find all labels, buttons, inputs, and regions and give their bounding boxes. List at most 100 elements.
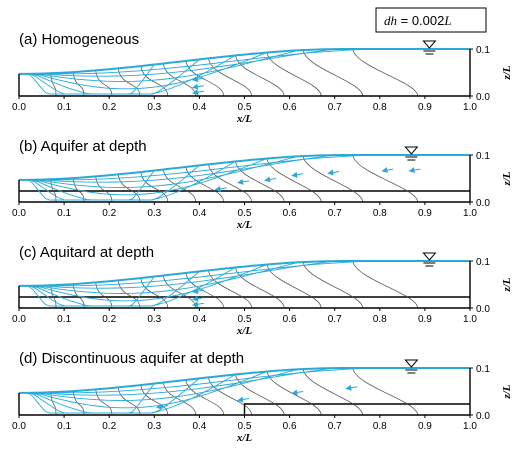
equipotential-line	[208, 377, 253, 416]
equipotential-line	[185, 272, 225, 309]
z-axis: 0.0 0.1 z/L	[470, 364, 513, 422]
x-tick-label: 0.0	[12, 208, 26, 219]
x-tick-label: 0.1	[57, 208, 71, 219]
flow-arrow	[192, 288, 204, 295]
equipotential-line	[50, 285, 57, 309]
x-axis-label: x/L	[236, 432, 253, 444]
equipotential-line	[50, 392, 57, 416]
water-table	[19, 367, 470, 394]
x-tick-label: 0.4	[192, 314, 206, 325]
water-table-symbol	[404, 146, 419, 161]
panel-title: (b) Aquifer at depth	[19, 138, 147, 155]
x-tick-label: 0.5	[238, 208, 252, 219]
equipotential-line	[117, 387, 141, 416]
z-axis-label: z/L	[501, 384, 513, 399]
flow-arrow	[408, 167, 421, 174]
equipotential-line	[95, 176, 113, 203]
flow-line	[23, 48, 335, 77]
flow-arrow	[381, 167, 394, 174]
x-tick-label: 0.1	[57, 102, 71, 113]
x-tick-label: 0.8	[373, 314, 387, 325]
x-tick-label: 0.9	[418, 208, 432, 219]
equipotential-line	[95, 70, 113, 97]
z-tick-label: 0.1	[476, 364, 490, 375]
flow-line	[23, 155, 299, 188]
x-tick-label: 0.5	[238, 421, 252, 432]
equipotential-line	[185, 379, 225, 416]
z-axis-label: z/L	[501, 171, 513, 186]
equipotential-line	[352, 154, 419, 203]
x-tick-label: 0.0	[12, 314, 26, 325]
flow-lines	[23, 154, 371, 201]
x-tick-label: 0.1	[57, 314, 71, 325]
equipotential-line	[352, 260, 419, 309]
x-axis: 0.0 0.1 0.2 0.3 0.4 0.5 0.6 0.7 0.8 0.9 1.0 x/L	[12, 415, 477, 444]
equipotential-line	[117, 280, 141, 309]
flow-arrow	[192, 76, 204, 83]
flow-arrow	[345, 384, 358, 391]
equipotential-line	[50, 179, 57, 203]
equipotential-line	[117, 68, 141, 97]
x-tick-label: 1.0	[463, 208, 477, 219]
flow-line	[23, 154, 371, 181]
water-table	[19, 48, 470, 75]
flow-line	[23, 383, 155, 414]
z-axis-label: z/L	[501, 65, 513, 80]
z-tick-label: 0.0	[476, 411, 490, 422]
flow-line	[23, 276, 155, 307]
dh-unit: L	[443, 13, 451, 28]
z-axis: 0.0 0.1 z/L	[470, 151, 513, 209]
equipotential-line	[302, 368, 364, 416]
x-axis: 0.0 0.1 0.2 0.3 0.4 0.5 0.6 0.7 0.8 0.9 1.0 x/L	[12, 308, 477, 337]
x-axis: 0.0 0.1 0.2 0.3 0.4 0.5 0.6 0.7 0.8 0.9 1.0 x/L	[12, 96, 477, 125]
equipotential-line	[162, 382, 197, 416]
equipotential-line	[352, 48, 419, 97]
x-tick-label: 0.9	[418, 421, 432, 432]
equipotential-line	[302, 261, 364, 309]
flow-arrows	[214, 167, 421, 192]
x-tick-label: 0.6	[283, 314, 297, 325]
x-axis-label: x/L	[236, 219, 253, 231]
equipotential-line	[302, 155, 364, 203]
x-tick-label: 0.5	[238, 314, 252, 325]
flow-arrow	[155, 403, 168, 410]
equipotential-line	[208, 270, 253, 309]
x-tick-label: 0.7	[328, 314, 342, 325]
z-tick-label: 0.1	[476, 45, 490, 56]
x-tick-label: 1.0	[463, 314, 477, 325]
equipotential-line	[50, 73, 57, 97]
x-tick-label: 0.9	[418, 102, 432, 113]
x-tick-label: 0.2	[102, 208, 116, 219]
x-tick-label: 0.9	[418, 314, 432, 325]
x-tick-label: 0.6	[283, 102, 297, 113]
x-tick-label: 0.8	[373, 208, 387, 219]
flow-line	[23, 52, 268, 90]
x-tick-label: 0.6	[283, 421, 297, 432]
flow-line	[23, 264, 268, 302]
water-table	[19, 260, 470, 287]
flow-line	[23, 158, 268, 196]
z-tick-label: 0.1	[476, 151, 490, 162]
x-tick-label: 0.3	[147, 102, 161, 113]
equipotential-line	[185, 166, 225, 203]
x-tick-label: 0.1	[57, 421, 71, 432]
panel-title: (d) Discontinuous aquifer at depth	[19, 350, 244, 367]
flow-line	[23, 368, 299, 401]
equipotential-line	[140, 65, 169, 97]
flow-arrow	[214, 185, 227, 192]
flow-line	[23, 49, 299, 82]
dh-symbol: dh	[384, 13, 397, 28]
equipotential-line	[140, 277, 169, 309]
equipotential-line	[302, 49, 364, 97]
equipotential-line	[208, 164, 253, 203]
x-tick-label: 1.0	[463, 421, 477, 432]
water-table-symbol	[404, 359, 419, 374]
panel-title: (a) Homogeneous	[19, 31, 139, 48]
x-tick-label: 0.3	[147, 314, 161, 325]
z-tick-label: 0.0	[476, 92, 490, 103]
flow-line	[23, 260, 335, 289]
x-tick-label: 0.4	[192, 421, 206, 432]
equipotential-line	[266, 264, 322, 309]
dh-legend-box: dh = 0.002L	[375, 7, 487, 33]
